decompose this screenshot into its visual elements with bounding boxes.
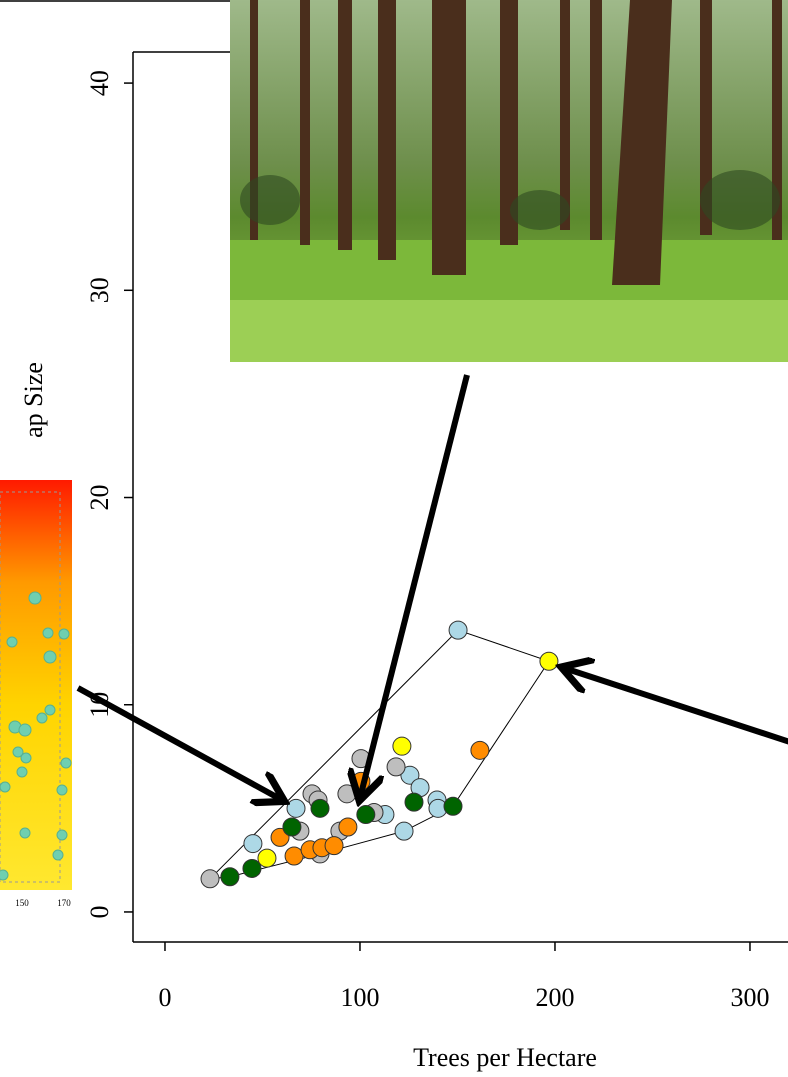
point	[221, 868, 239, 886]
point	[357, 806, 375, 824]
point	[258, 849, 276, 867]
inset-tick-label: 150	[15, 898, 29, 908]
heatmap-inset	[0, 480, 72, 890]
forest-photo	[230, 0, 788, 362]
x-tick-label: 0	[158, 983, 171, 1012]
point	[395, 822, 413, 840]
point	[471, 741, 489, 759]
x-axis-label: Trees per Hectare	[413, 1043, 597, 1072]
point	[325, 837, 343, 855]
y-axis-label: ap Size	[19, 362, 48, 438]
inset-tick-label: 170	[57, 898, 71, 908]
x-tick-label: 100	[340, 983, 379, 1012]
point	[444, 797, 462, 815]
point	[393, 737, 411, 755]
page: 150 170 Trees per Hectare ap Size 0 100 20…	[0, 0, 788, 1077]
x-tick-label: 300	[730, 983, 769, 1012]
point	[287, 799, 305, 817]
point	[338, 785, 356, 803]
point	[311, 799, 329, 817]
y-tick-label: 30	[85, 277, 114, 303]
point	[201, 870, 219, 888]
point	[405, 793, 423, 811]
point	[449, 621, 467, 639]
y-tick-label: 0	[85, 905, 114, 918]
y-tick-label: 40	[85, 70, 114, 96]
point	[339, 818, 357, 836]
point	[244, 835, 262, 853]
chart: 150 170 Trees per Hectare ap Size 0 100 20…	[0, 0, 788, 1077]
point	[283, 818, 301, 836]
arrows	[78, 375, 788, 800]
point	[387, 758, 405, 776]
point	[243, 859, 261, 877]
point	[540, 652, 558, 670]
x-tick-label: 200	[535, 983, 574, 1012]
y-tick-label: 20	[85, 485, 114, 511]
point	[285, 847, 303, 865]
